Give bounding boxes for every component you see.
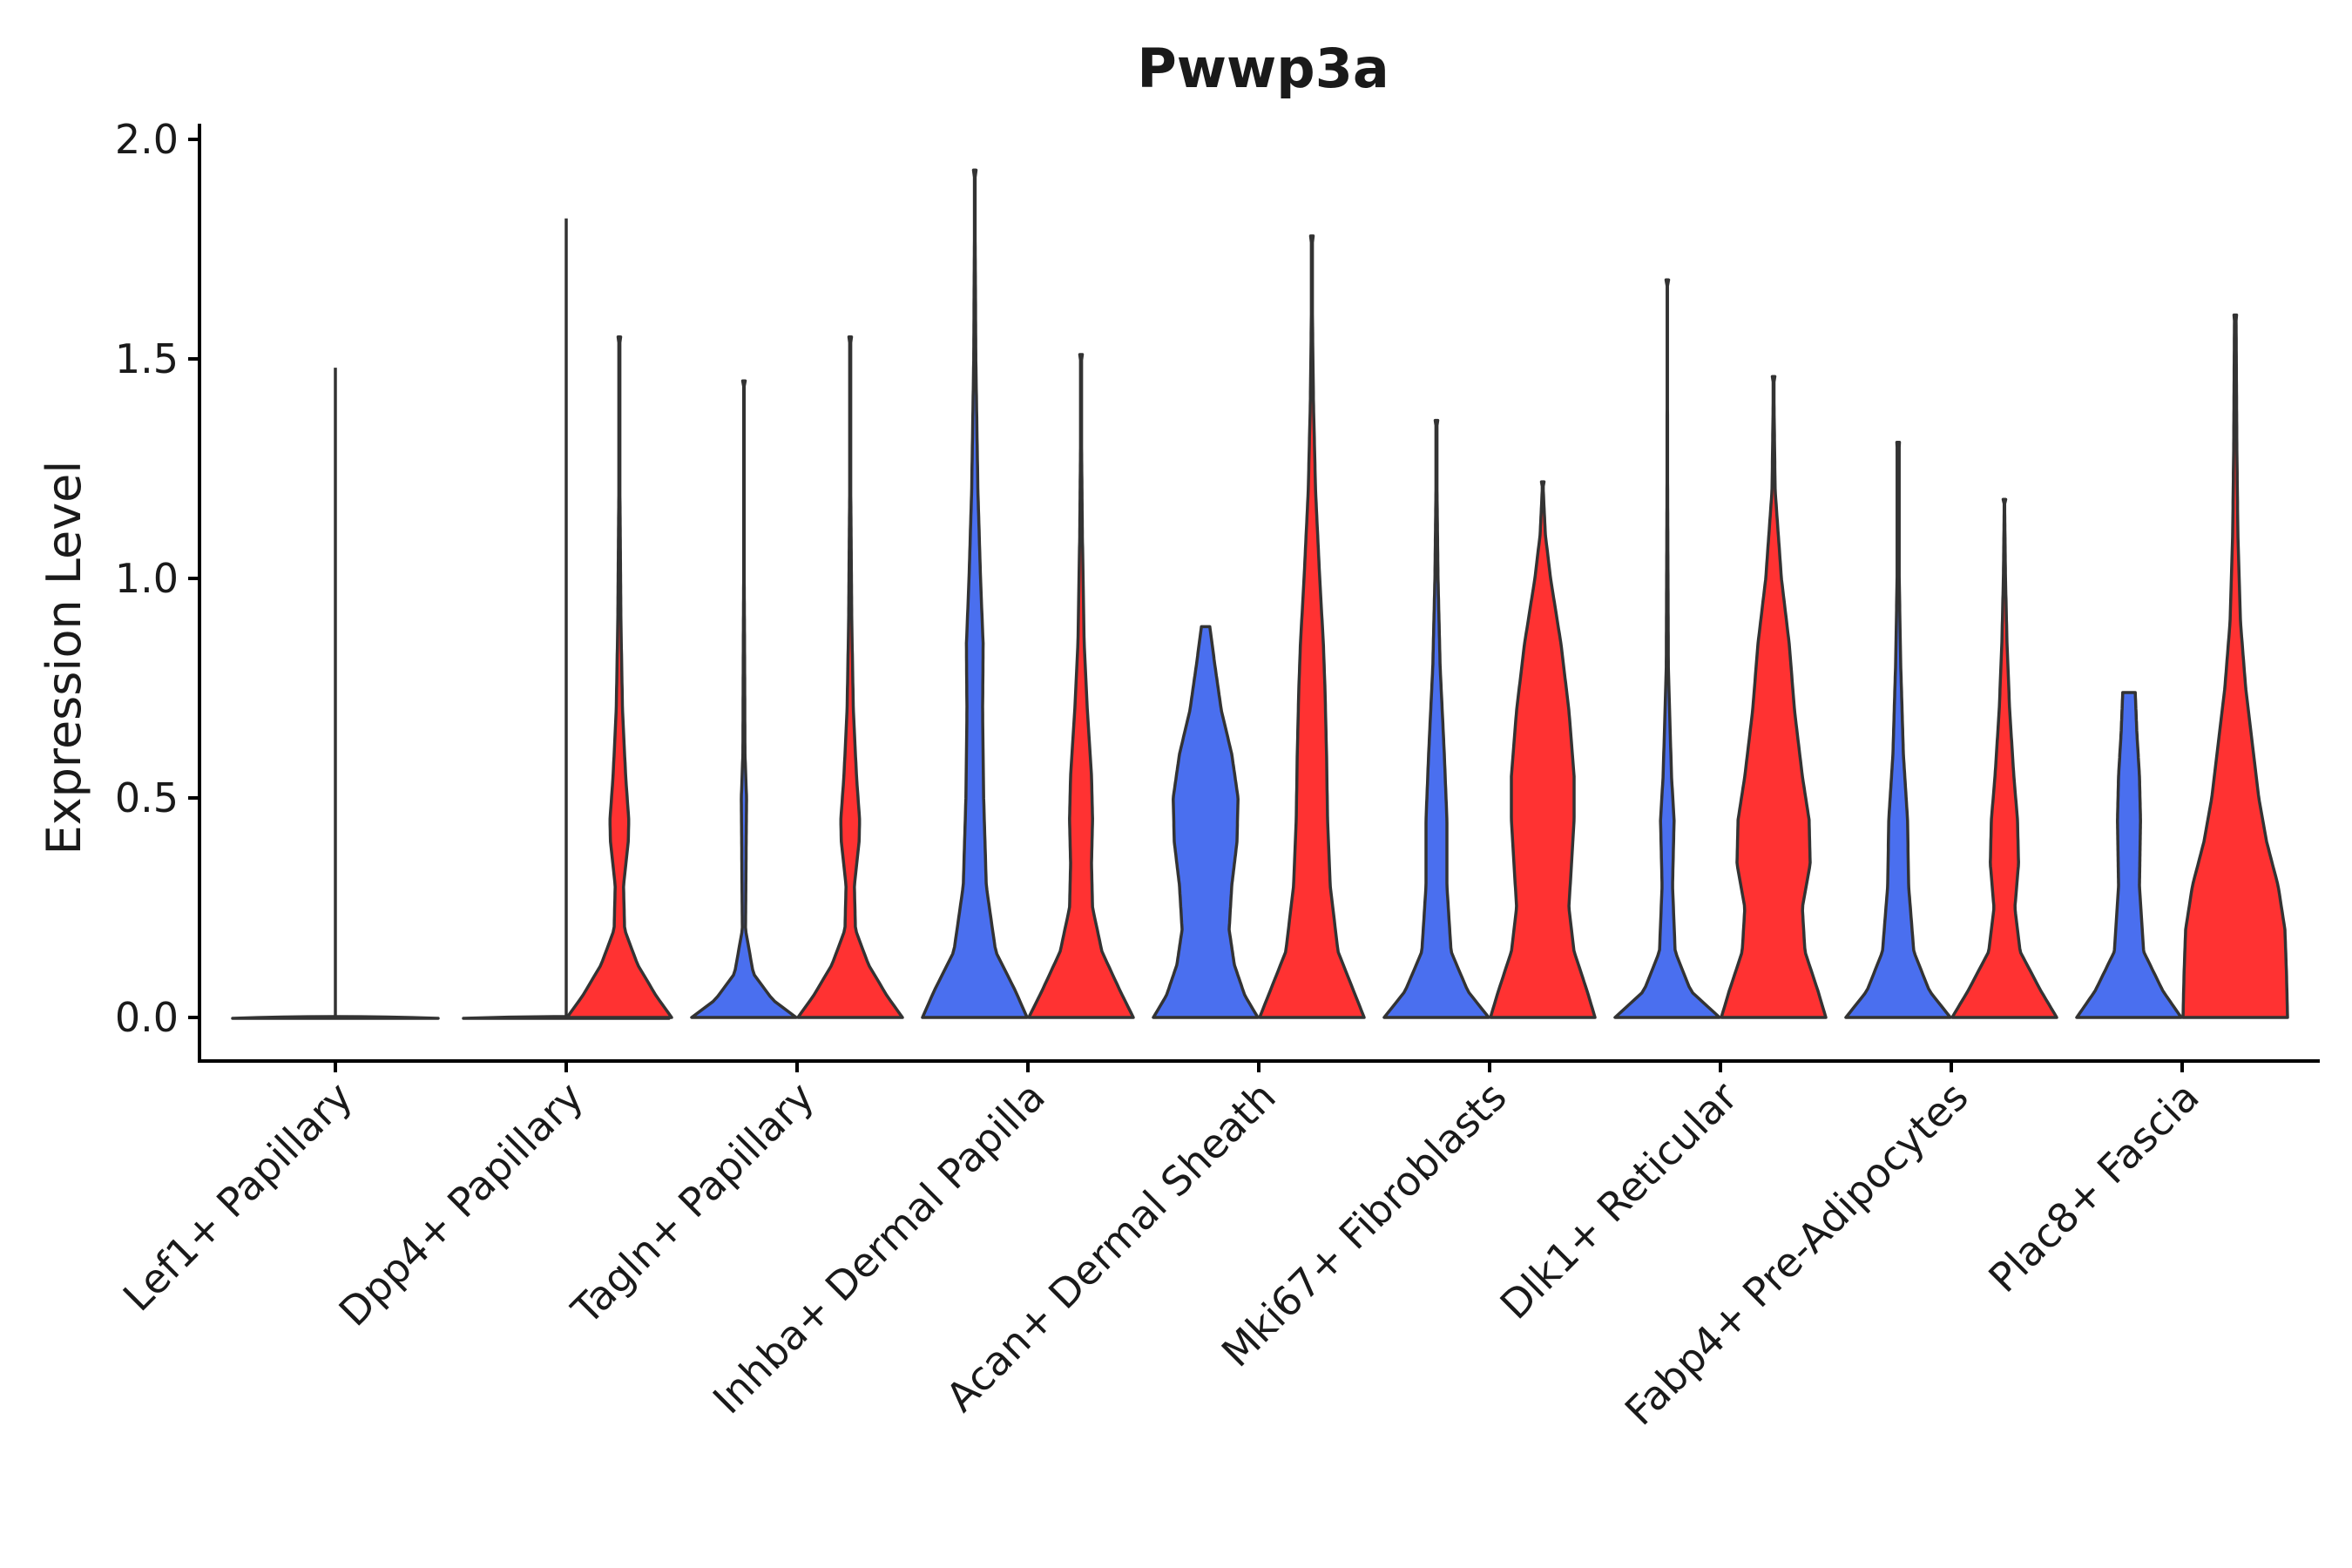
violin-group1	[921, 168, 1029, 1019]
violin-group1	[1382, 418, 1490, 1019]
y-axis-ticks: 0.0 0.5 1.0 1.5 2.0	[115, 116, 199, 1041]
x-tick-label: Dpp4+ Papillary	[330, 1073, 592, 1335]
violin-group1	[1844, 441, 1952, 1019]
violin-group1	[2075, 691, 2183, 1019]
violin-group2	[796, 335, 904, 1019]
x-tick-label: Plac8+ Fascia	[1979, 1073, 2207, 1301]
violin-group1	[1152, 625, 1260, 1019]
violin-group2	[2181, 313, 2289, 1019]
x-tick-label: Lef1+ Papillary	[114, 1073, 362, 1321]
chart-title: Pwwp3a	[1137, 37, 1389, 100]
violin-group	[231, 168, 2289, 1020]
violin-group2	[1027, 353, 1135, 1019]
y-tick-label: 0.0	[115, 994, 179, 1041]
violin-group2	[565, 335, 673, 1019]
violin-group1	[1613, 278, 1721, 1019]
y-tick-label: 0.5	[115, 774, 179, 821]
violin-group2	[1950, 497, 2058, 1019]
violin-group2	[1720, 375, 1828, 1019]
x-tick-label: Dlk1+ Reticular	[1491, 1073, 1747, 1328]
violin-group1	[690, 379, 798, 1019]
y-tick-label: 1.5	[115, 335, 179, 382]
violin-group2	[1489, 480, 1597, 1019]
y-tick-label: 1.0	[115, 555, 179, 602]
violin-group2	[1258, 234, 1366, 1019]
x-tick-label: Tagln+ Papillary	[562, 1073, 823, 1335]
y-axis-label: Expression Level	[37, 461, 91, 855]
y-tick-label: 2.0	[115, 116, 179, 163]
